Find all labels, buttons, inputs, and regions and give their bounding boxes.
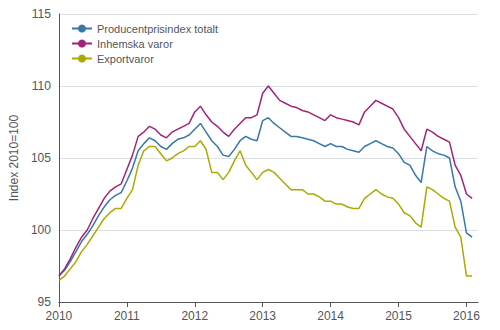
svg-text:2012: 2012 (181, 309, 208, 323)
svg-text:110: 110 (32, 79, 51, 93)
svg-text:115: 115 (32, 7, 51, 21)
svg-text:2010: 2010 (46, 309, 73, 323)
svg-text:Producentprisindex totalt: Producentprisindex totalt (97, 23, 218, 35)
svg-text:Exportvaror: Exportvaror (97, 53, 154, 65)
svg-text:2015: 2015 (385, 309, 412, 323)
svg-text:100: 100 (31, 223, 51, 237)
svg-text:Index 2010=100: Index 2010=100 (7, 114, 21, 201)
svg-text:2011: 2011 (114, 309, 140, 323)
svg-text:2016: 2016 (453, 309, 480, 323)
svg-text:Inhemska varor: Inhemska varor (97, 38, 173, 50)
svg-text:105: 105 (31, 151, 51, 165)
svg-text:2014: 2014 (317, 309, 344, 323)
svg-text:2013: 2013 (249, 309, 276, 323)
svg-text:95: 95 (38, 295, 52, 309)
